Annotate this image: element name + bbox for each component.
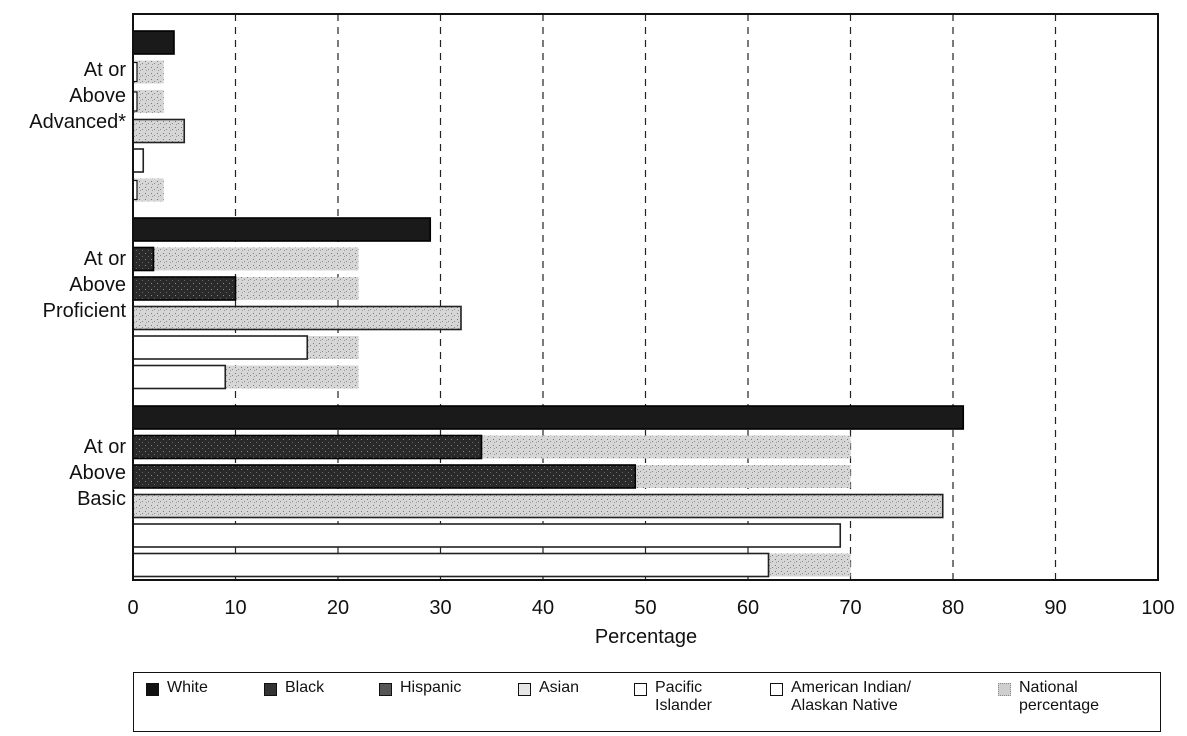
series-bars xyxy=(132,30,965,578)
category-labels: At or Above Advanced* At or Above Proficient A… xyxy=(29,59,126,510)
legend-label: Hispanic xyxy=(400,679,462,696)
legend-label: National percentage xyxy=(1019,679,1100,714)
x-tick-label: 20 xyxy=(327,597,349,619)
national-bar xyxy=(153,247,359,271)
national-bar xyxy=(768,553,851,577)
x-tick-labels: 0 10 20 30 40 50 60 70 80 90 100 xyxy=(127,597,1174,619)
x-axis-title: Percentage xyxy=(595,626,697,648)
legend-swatch xyxy=(264,683,277,696)
legend-swatch xyxy=(998,683,1011,696)
legend-label: White xyxy=(167,679,208,696)
national-bar xyxy=(225,365,359,389)
legend: White Black Hispanic Asian Pacific Islander A… xyxy=(133,672,1161,732)
x-tick-label: 0 xyxy=(127,597,138,619)
category-label: At or Above Basic xyxy=(69,436,126,510)
legend-item: American Indian/ Alaskan Native xyxy=(770,679,911,715)
legend-item: Asian xyxy=(518,679,579,697)
legend-item: Pacific Islander xyxy=(634,679,712,715)
x-tick-label: 50 xyxy=(634,597,656,619)
bar xyxy=(132,493,944,519)
x-tick-label: 100 xyxy=(1141,597,1174,619)
chart: 0 10 20 30 40 50 60 70 80 90 100 At or Above Advance… xyxy=(29,13,1175,648)
legend-label: Asian xyxy=(539,679,580,696)
x-tick-label: 40 xyxy=(532,597,554,619)
bar xyxy=(132,30,175,55)
bar xyxy=(132,405,965,430)
legend-swatch xyxy=(146,683,159,696)
national-bar xyxy=(235,277,359,300)
bar xyxy=(132,276,237,301)
legend-item: Black xyxy=(264,679,324,697)
bar xyxy=(132,552,770,578)
x-tick-label: 80 xyxy=(942,597,964,619)
national-bar xyxy=(481,435,851,459)
legend-swatch xyxy=(518,683,531,696)
bar xyxy=(132,364,227,390)
bar xyxy=(132,246,155,272)
national-bar xyxy=(635,465,851,488)
axes xyxy=(132,13,1159,581)
x-tick-label: 10 xyxy=(224,597,246,619)
national-bar xyxy=(133,90,164,113)
bar xyxy=(132,464,637,489)
category-label: At or Above Proficient xyxy=(43,248,127,322)
legend-item: National percentage xyxy=(998,679,1099,715)
x-tick-label: 70 xyxy=(839,597,861,619)
legend-swatch xyxy=(379,683,392,696)
bar xyxy=(132,148,145,173)
national-bar xyxy=(133,60,164,84)
national-bar xyxy=(307,336,359,359)
legend-swatch xyxy=(770,683,783,696)
bar xyxy=(132,335,309,360)
legend-label: Pacific Islander xyxy=(655,679,712,714)
legend-label: Black xyxy=(285,679,325,696)
x-tick-label: 60 xyxy=(737,597,759,619)
x-tick-label: 90 xyxy=(1044,597,1066,619)
x-tick-label: 30 xyxy=(429,597,451,619)
category-label: At or Above Advanced* xyxy=(29,59,126,133)
bar xyxy=(132,523,842,548)
bar xyxy=(132,305,462,331)
plot-frame xyxy=(132,13,1159,581)
national-bars xyxy=(133,60,851,577)
bar xyxy=(132,434,483,460)
legend-label: American Indian/ Alaskan Native xyxy=(791,679,912,714)
legend-swatch xyxy=(634,683,647,696)
bar xyxy=(132,118,186,144)
legend-item: Hispanic xyxy=(379,679,461,697)
legend-item: White xyxy=(146,679,208,697)
national-bar xyxy=(133,178,164,202)
bar xyxy=(132,217,432,242)
